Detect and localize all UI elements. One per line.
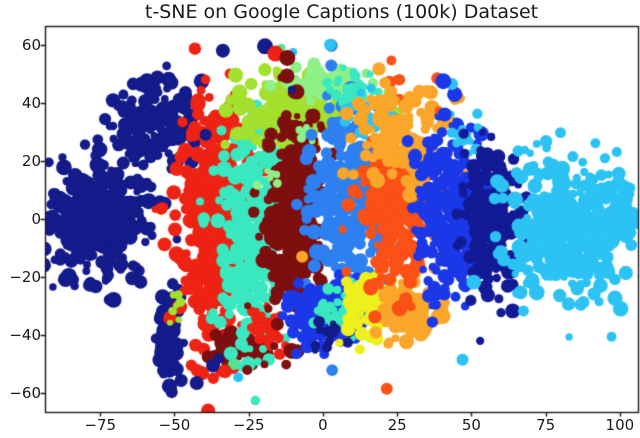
chart-title: t-SNE on Google Captions (100k) Dataset: [144, 1, 539, 23]
x-tick-label: 50: [461, 416, 481, 434]
y-tick-label: 40: [21, 93, 41, 112]
x-tick-label: 100: [605, 416, 635, 434]
x-tick-label: −75: [84, 416, 117, 434]
x-tick-label: −25: [232, 416, 265, 434]
x-tick-label: 25: [387, 416, 407, 434]
y-tick-label: 20: [21, 151, 41, 170]
x-tick-label: −50: [158, 416, 191, 434]
y-tick-label: −20: [9, 268, 41, 287]
x-tick-label: 75: [536, 416, 556, 434]
y-tick-label: 60: [21, 35, 41, 54]
y-tick-label: −60: [9, 384, 41, 403]
y-tick-label: −40: [9, 326, 41, 345]
y-tick-label: 0: [31, 210, 41, 228]
x-tick-label: 0: [318, 416, 328, 434]
